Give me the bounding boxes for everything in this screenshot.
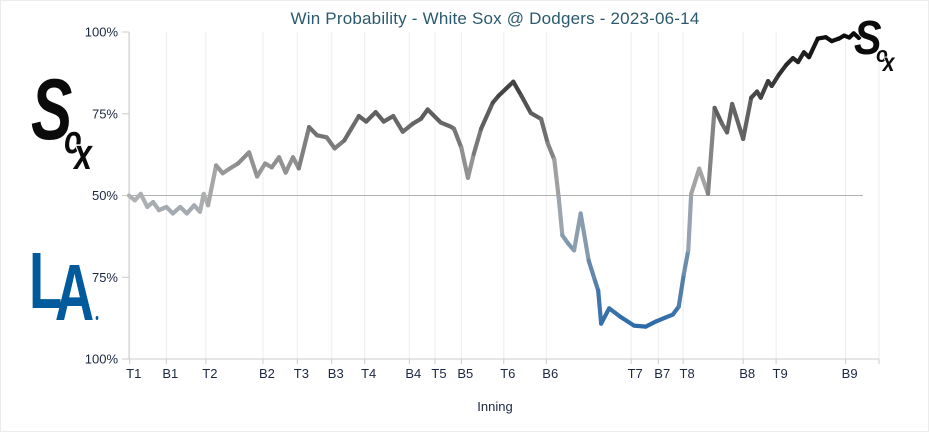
y-axis-label: 50% — [92, 188, 118, 203]
y-axis-label: 75% — [92, 270, 118, 285]
win-prob-segment — [689, 166, 702, 196]
win-prob-segment — [596, 288, 604, 326]
win-prob-segment — [681, 248, 691, 277]
win-prob-segment — [618, 315, 637, 328]
x-axis-label-B6: B6 — [542, 366, 558, 381]
win-prob-segment — [296, 125, 312, 171]
dodgers-logo: L A — [29, 237, 99, 338]
la-letter-l: L — [29, 237, 62, 326]
win-prob-segment — [364, 110, 378, 124]
win-prob-segment — [705, 105, 717, 196]
win-prob-segment — [686, 191, 694, 253]
x-axis-label-T2: T2 — [202, 366, 217, 381]
win-prob-segment — [571, 211, 583, 253]
win-prob-segment — [496, 79, 516, 98]
win-prob-segment — [769, 72, 782, 89]
x-axis-label-B9: B9 — [842, 366, 858, 381]
win-prob-segment — [478, 100, 495, 131]
y-axis-label: 75% — [92, 106, 118, 121]
win-prob-segment — [459, 145, 471, 180]
x-axis-label-T6: T6 — [500, 366, 515, 381]
win-prob-segment — [400, 121, 416, 134]
x-axis-label-B7: B7 — [654, 366, 670, 381]
win-prob-segment — [235, 150, 252, 166]
x-axis-label-T7: T7 — [628, 366, 643, 381]
whitesox-winner-logo — [853, 9, 897, 78]
win-prob-segment — [511, 79, 524, 98]
win-prob-segment — [806, 36, 820, 60]
win-prob-segment — [519, 93, 533, 116]
win-prob-segment — [283, 155, 296, 175]
win-prob-segment — [539, 116, 550, 146]
win-prob-segment — [552, 157, 561, 200]
win-prob-segment — [391, 113, 405, 134]
chart-generated-layer: 100% 75% 50% 75% 100% T1 B1 T2 B2 T3 B3 T4 B4 T5 B5 T6 B… — [85, 25, 880, 381]
win-prob-segment — [730, 101, 746, 142]
win-prob-segment — [255, 161, 268, 179]
win-prob-segment — [425, 107, 443, 125]
win-prob-segment — [545, 141, 557, 162]
x-axis-label-T5: T5 — [431, 366, 446, 381]
win-prob-segment — [586, 258, 598, 284]
x-axis-label-T3: T3 — [294, 366, 309, 381]
win-prob-segment — [451, 126, 464, 150]
chart-title: Win Probability - White Sox @ Dodgers - … — [290, 9, 700, 28]
x-axis-label-B4: B4 — [405, 366, 421, 381]
y-axis-label: 100% — [85, 352, 119, 367]
win-prob-segment — [342, 113, 361, 143]
y-axis-label: 100% — [85, 25, 119, 40]
win-prob-segment — [205, 163, 219, 208]
x-axis-label-B3: B3 — [328, 366, 344, 381]
x-axis-label-B1: B1 — [162, 366, 178, 381]
x-axis-label-T1: T1 — [126, 366, 141, 381]
win-prob-segment — [465, 151, 476, 180]
win-prob-segment — [712, 105, 725, 126]
x-axis-label-T4: T4 — [361, 366, 376, 381]
whitesox-logo — [29, 59, 95, 181]
x-axis-label-B2: B2 — [259, 366, 275, 381]
x-axis-label-B8: B8 — [739, 366, 755, 381]
la-logo-dot — [95, 316, 99, 320]
win-prob-segment — [138, 191, 150, 210]
win-prob-segment — [246, 150, 260, 179]
win-prob-segment — [324, 135, 337, 151]
x-axis-label-B5: B5 — [457, 366, 473, 381]
x-axis-title: Inning — [477, 399, 513, 414]
win-prob-segment — [471, 126, 484, 157]
win-prob-segment — [676, 271, 686, 309]
win-prob-segment — [599, 306, 612, 326]
x-axis-label-T8: T8 — [680, 366, 695, 381]
la-letter-a: A — [55, 249, 94, 338]
win-prob-segment — [578, 211, 591, 263]
win-prob-segment — [556, 195, 565, 238]
win-prob-segment — [741, 95, 754, 142]
x-axis-label-T9: T9 — [773, 366, 788, 381]
win-prob-segment — [758, 78, 771, 100]
win-prob-segment — [724, 101, 735, 135]
win-prob-segment — [607, 306, 624, 320]
